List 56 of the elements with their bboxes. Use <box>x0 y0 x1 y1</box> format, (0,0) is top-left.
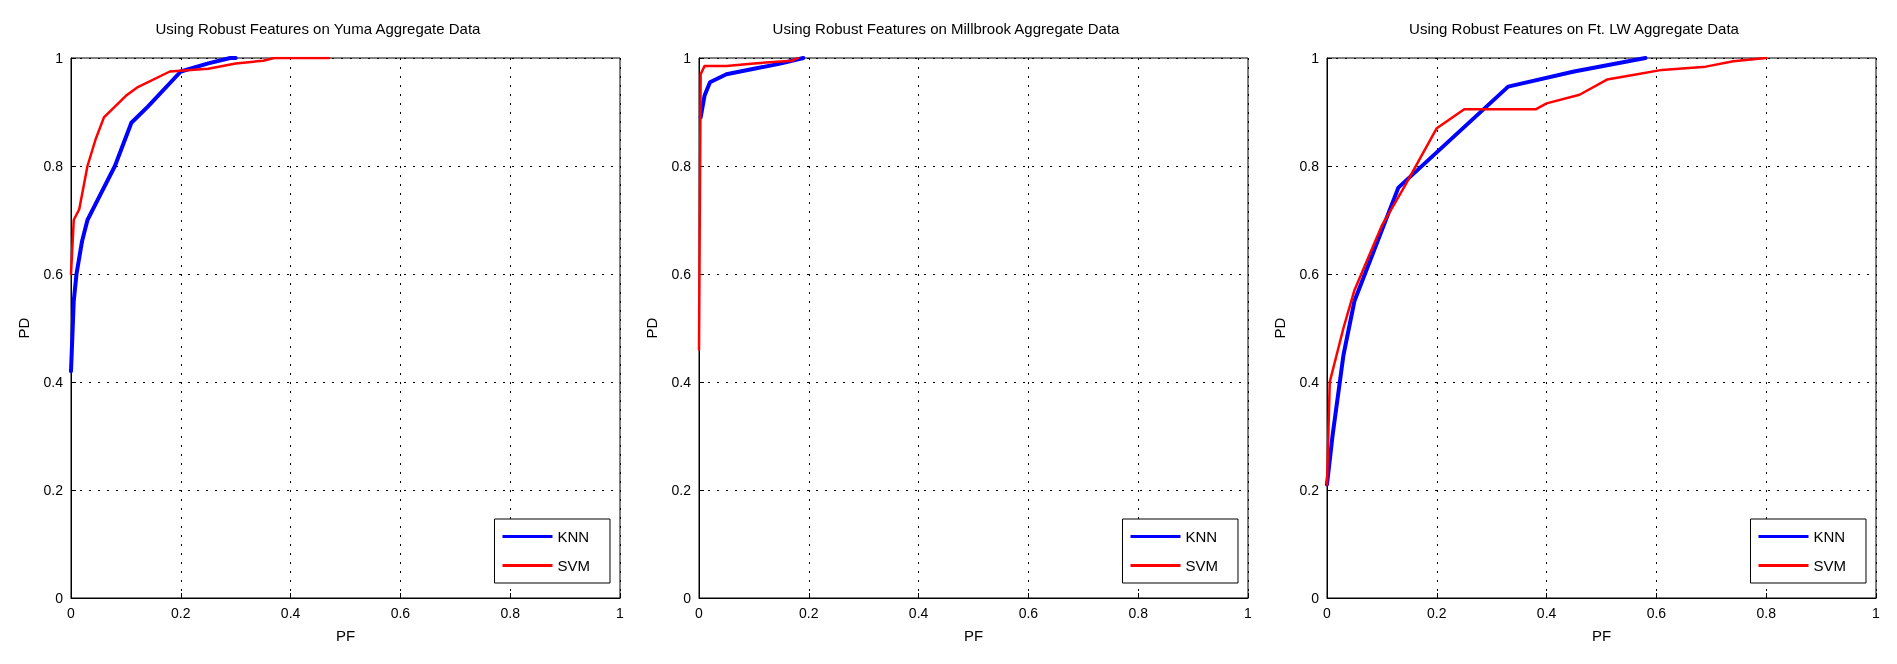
y-axis-title: PD <box>1271 317 1288 339</box>
y-tick-label: 0.6 <box>43 266 64 282</box>
x-tick-label: 0.2 <box>799 605 819 621</box>
x-axis-title: PF <box>1591 627 1612 644</box>
x-tick-label: 0 <box>695 605 704 621</box>
y-tick-label: 0.8 <box>1299 158 1320 174</box>
y-tick-label: 0.4 <box>671 374 692 390</box>
x-tick-label: 0.8 <box>1756 605 1777 621</box>
x-tick-label: 1 <box>1244 605 1253 621</box>
y-tick-label: 1 <box>55 50 64 66</box>
x-tick-label: 0.2 <box>1427 605 1447 621</box>
y-tick-label: 0.8 <box>671 158 692 174</box>
y-tick-label: 0 <box>683 590 692 606</box>
legend-label: SVM <box>1813 557 1847 574</box>
x-tick-label: 0.6 <box>1018 605 1039 621</box>
y-tick-label: 0.8 <box>43 158 64 174</box>
line-series <box>69 56 331 276</box>
line-series <box>1325 56 1648 487</box>
y-tick-label: 0.6 <box>1299 266 1320 282</box>
y-tick-label: 0.2 <box>43 482 64 498</box>
y-tick-label: 0.6 <box>671 266 692 282</box>
x-axis-title: PF <box>335 627 356 644</box>
line-series <box>1325 56 1768 486</box>
x-tick-label: 1 <box>1872 605 1881 621</box>
legend-label: SVM <box>1185 557 1219 574</box>
legend-label: KNN <box>1813 528 1846 545</box>
legend-label: SVM <box>557 557 591 574</box>
y-tick-label: 0 <box>55 590 64 606</box>
x-tick-label: 0.4 <box>280 605 301 621</box>
x-tick-label: 0.4 <box>1536 605 1557 621</box>
y-tick-label: 0.2 <box>1299 482 1320 498</box>
y-tick-label: 0 <box>1311 590 1320 606</box>
y-tick-label: 0.2 <box>671 482 692 498</box>
x-tick-label: 0.8 <box>500 605 521 621</box>
chart-title: Using Robust Features on Ft. LW Aggregate Data <box>1409 20 1740 37</box>
y-tick-label: 0.4 <box>1299 374 1320 390</box>
x-tick-label: 0.4 <box>908 605 929 621</box>
x-tick-label: 0.6 <box>1646 605 1667 621</box>
y-axis-title: PD <box>643 317 660 339</box>
chart-title: Using Robust Features on Yuma Aggregate Data <box>155 20 482 37</box>
y-axis-title: PD <box>15 317 32 339</box>
x-tick-label: 0.8 <box>1128 605 1149 621</box>
chart-title: Using Robust Features on Millbrook Aggregate Data <box>772 20 1121 37</box>
x-tick-label: 0.2 <box>171 605 191 621</box>
legend-label: KNN <box>557 528 590 545</box>
x-tick-label: 0 <box>67 605 76 621</box>
y-tick-label: 1 <box>683 50 692 66</box>
legend-label: KNN <box>1185 528 1218 545</box>
x-axis-title: PF <box>963 627 984 644</box>
x-tick-label: 0.6 <box>390 605 411 621</box>
line-series <box>697 56 800 351</box>
x-tick-label: 0 <box>1323 605 1332 621</box>
y-tick-label: 0.4 <box>43 374 64 390</box>
y-tick-label: 1 <box>1311 50 1320 66</box>
line-series <box>69 56 238 374</box>
x-tick-label: 1 <box>616 605 625 621</box>
